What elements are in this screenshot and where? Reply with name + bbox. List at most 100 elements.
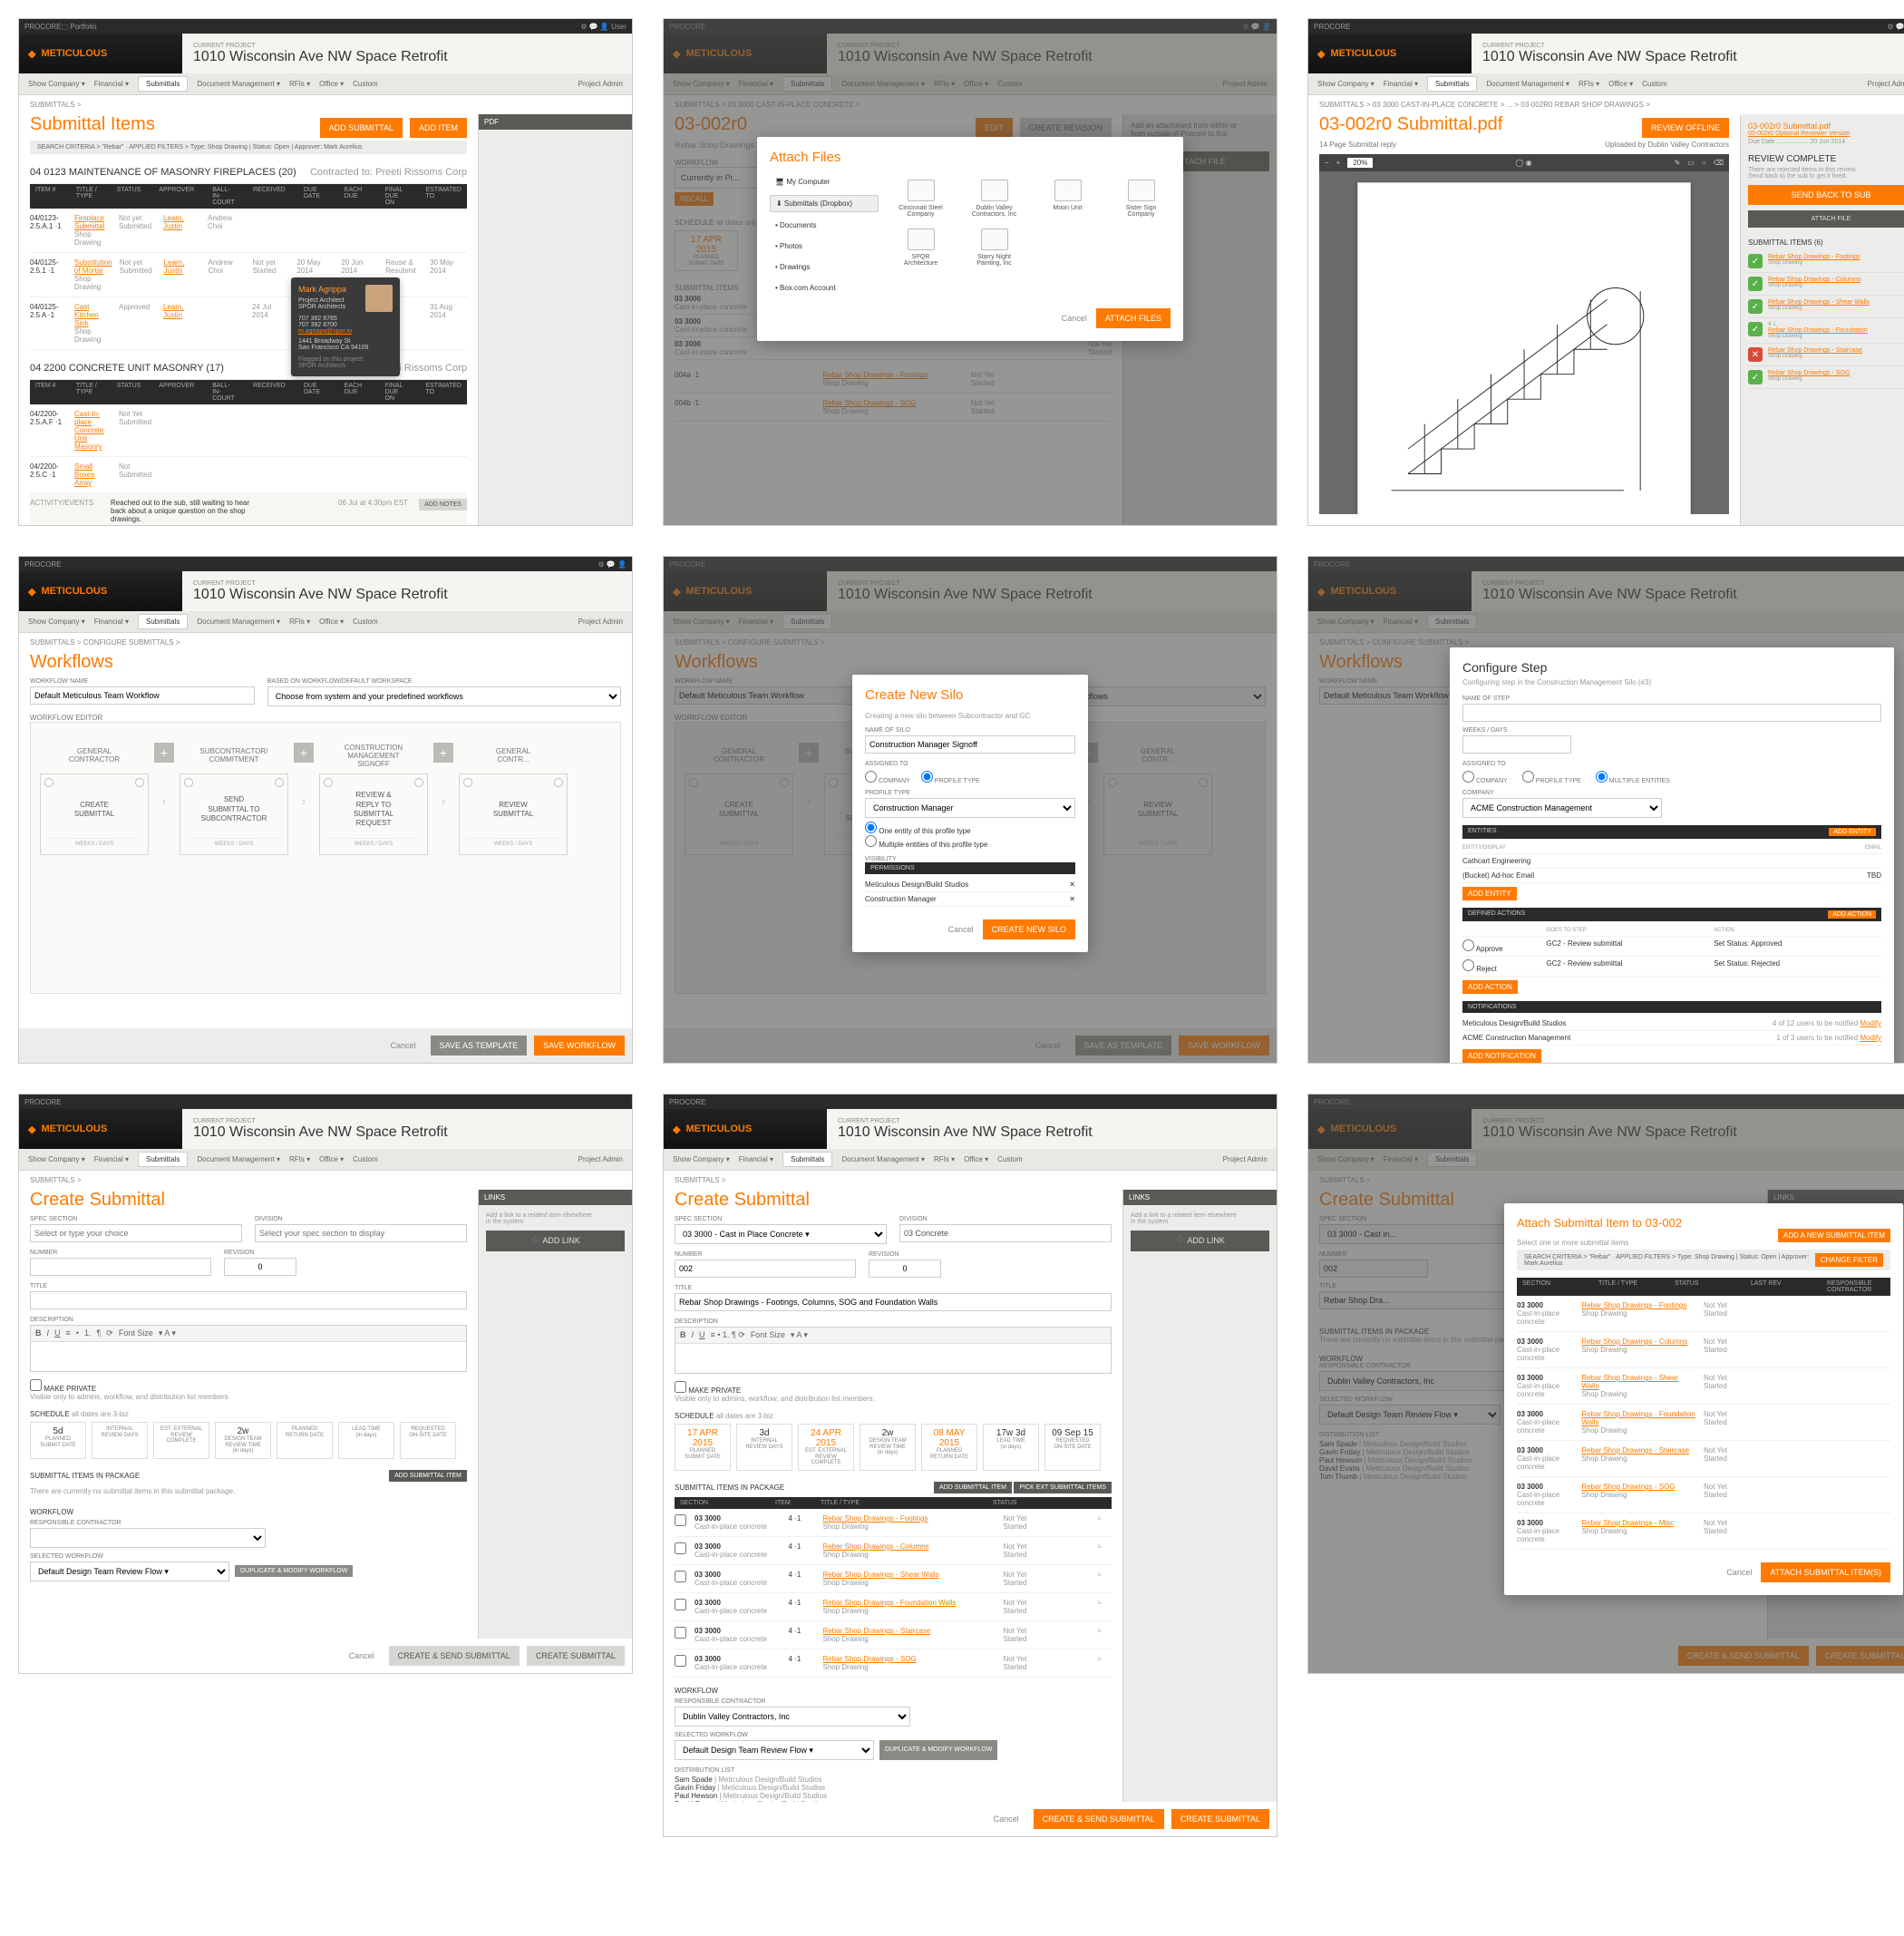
cancel-link[interactable]: Cancel [1726, 1568, 1752, 1577]
attach-files-button[interactable]: ATTACH FILES [1096, 308, 1171, 328]
create-submittal-button[interactable]: CREATE SUBMITTAL [527, 1646, 625, 1666]
submittal-link[interactable]: Fireplace Submittal [74, 214, 104, 230]
pick-item-row[interactable]: 03 3000Cast-in-place concreteRebar Shop … [1517, 1332, 1890, 1368]
review-item[interactable]: ✓Rebar Shop Drawings - SOGShop Drawing [1748, 366, 1904, 389]
source-option[interactable]: 🖥 My Computer [770, 174, 879, 190]
pick-item-row[interactable]: 03 3000Cast-in-place concreteRebar Shop … [1517, 1296, 1890, 1332]
save-workflow-button[interactable]: SAVE WORKFLOW [534, 1036, 625, 1056]
silo-name-input[interactable] [865, 735, 1075, 754]
number-input[interactable] [675, 1260, 856, 1278]
schedule-box[interactable]: 2wDESIGN TEAM REVIEW TIME (in days) [215, 1422, 271, 1459]
add-link-button[interactable]: ➕ ADD LINK [486, 1231, 625, 1251]
spec-section-input[interactable] [30, 1224, 242, 1242]
attach-items-button[interactable]: ATTACH SUBMITTAL ITEM(S) [1761, 1562, 1890, 1582]
filter-bar[interactable]: SEARCH CRITERIA > "Rebar" · APPLIED FILT… [30, 141, 467, 154]
nav-company[interactable]: Show Company ▾ [28, 80, 85, 88]
drag-handle-icon[interactable]: ≡ [1097, 1627, 1112, 1635]
company-folder[interactable]: SPQR Architecture [891, 229, 950, 267]
add-entity-button-2[interactable]: ADD ENTITY [1462, 887, 1517, 900]
package-item[interactable]: 03 3000Cast-in-place concrete4 ·1Rebar S… [675, 1649, 1112, 1678]
schedule-box[interactable]: 09 Sep 15REQUESTED ON-SITE DATE [1044, 1424, 1101, 1471]
company-select[interactable]: ACME Construction Management [1462, 798, 1662, 818]
duplicate-workflow-button[interactable]: DUPLICATE & MODIFY WORKFLOW [235, 1565, 353, 1577]
add-submittal-item-button[interactable]: ADD SUBMITTAL ITEM [389, 1470, 467, 1482]
responsible-contractor-select[interactable]: Dublin Valley Contractors, Inc [675, 1707, 910, 1727]
remove-icon[interactable]: ✕ [1069, 895, 1075, 903]
schedule-box[interactable]: EST. EXTERNAL REVIEW COMPLETE [153, 1422, 209, 1459]
create-submittal-button[interactable]: CREATE SUBMITTAL [1171, 1809, 1269, 1829]
nav-doc-mgmt[interactable]: Document Management ▾ [197, 80, 280, 88]
table-row[interactable]: 04/2200-2.5.A.F ·1Cast-In-place Concrete… [30, 404, 467, 457]
table-row[interactable]: 04/0123-2.5.A.1 ·1Fireplace SubmittalSho… [30, 209, 467, 253]
create-send-button[interactable]: CREATE & SEND SUBMITTAL [1034, 1809, 1164, 1829]
tool-icon[interactable]: ✎ [1675, 159, 1681, 167]
pick-item-row[interactable]: 03 3000Cast-in-place concreteRebar Shop … [1517, 1477, 1890, 1513]
based-on-select[interactable]: Choose from system and your predefined w… [267, 686, 621, 706]
add-entity-button[interactable]: ADD ENTITY [1829, 828, 1876, 836]
schedule-box[interactable]: 17w 3dLEAD TIME (in days) [983, 1424, 1039, 1471]
add-silo-button[interactable]: + [294, 743, 314, 763]
schedule-box[interactable]: INTERNAL REVIEW DAYS [92, 1422, 148, 1459]
table-row[interactable]: 04/0125-2.5.1 ·1Substitution of MortarSh… [30, 253, 467, 297]
workflow-step[interactable]: SEND SUBMITTAL TO SUBCONTRACTORWEEKS / D… [180, 773, 288, 855]
review-item[interactable]: ✓Rebar Shop Drawings - ColumnsShop Drawi… [1748, 273, 1904, 296]
tool-icon[interactable]: ⌫ [1714, 159, 1724, 167]
portfolio-tab[interactable]: ⬚ Portfolio [61, 23, 96, 31]
review-offline-button[interactable]: REVIEW OFFLINE [1642, 118, 1729, 138]
nav-submittals[interactable]: Submittals [138, 76, 188, 92]
table-row[interactable]: 04/0125-2.5 A ·1Cast Kitchen SinkShop Dr… [30, 297, 467, 350]
pick-item-row[interactable]: 03 3000Cast-in-place concreteRebar Shop … [1517, 1441, 1890, 1477]
schedule-box[interactable]: LEAD TIME (in days) [338, 1422, 394, 1459]
days-input[interactable] [1462, 735, 1571, 754]
drag-handle-icon[interactable]: ≡ [1097, 1542, 1112, 1551]
hover-email[interactable]: m.agrippa@spor.io [298, 328, 393, 335]
zoom-out-icon[interactable]: − [1325, 159, 1329, 167]
send-back-button[interactable]: SEND BACK TO SUB [1748, 185, 1904, 205]
tool-icon[interactable]: ○ [1702, 159, 1706, 167]
package-item[interactable]: 03 3000Cast-in-place concrete4 ·1Rebar S… [675, 1509, 1112, 1537]
number-input[interactable] [30, 1258, 211, 1276]
pick-item-row[interactable]: 03 3000Cast-in-place concreteRebar Shop … [1517, 1513, 1890, 1550]
drag-handle-icon[interactable]: ≡ [1097, 1571, 1112, 1579]
source-option[interactable]: ⬇ Submittals (Dropbox) [770, 195, 879, 212]
source-option[interactable]: • Drawings [770, 259, 879, 275]
company-folder[interactable]: Cincinnati Steel Company [891, 180, 950, 218]
change-filter-button[interactable]: CHANGE FILTER [1815, 1253, 1883, 1267]
nav-office[interactable]: Office ▾ [319, 80, 344, 88]
source-option[interactable]: • Box.com Account [770, 280, 879, 296]
workflow-name-input[interactable] [30, 686, 255, 705]
source-option[interactable]: • Documents [770, 218, 879, 233]
nav-rfis[interactable]: RFIs ▾ [289, 80, 310, 88]
review-item[interactable]: ✓Rebar Shop Drawings - Shear WallsShop D… [1748, 296, 1904, 318]
nav-custom[interactable]: Custom [353, 80, 378, 88]
workflow-step[interactable]: REVIEW & REPLY TO SUBMITTAL REQUESTWEEKS… [319, 773, 428, 855]
package-item[interactable]: 03 3000Cast-in-place concrete4 ·1Rebar S… [675, 1593, 1112, 1621]
add-new-item-button[interactable]: ADD A NEW SUBMITTAL ITEM [1778, 1229, 1890, 1242]
add-action-button[interactable]: ADD ACTION [1828, 910, 1876, 919]
cancel-link[interactable]: Cancel [391, 1041, 416, 1050]
review-item[interactable]: ✓4·1Rebar Shop Drawings - FoundationShop… [1748, 318, 1904, 344]
modify-link[interactable]: Modify [1860, 1034, 1881, 1042]
workflow-step[interactable]: REVIEW SUBMITTALWEEKS / DAYS [459, 773, 568, 855]
attach-file-button[interactable]: ATTACH FILE [1748, 210, 1904, 228]
company-folder[interactable]: Sister Sign Company [1112, 180, 1171, 218]
nav-project-admin[interactable]: Project Admin [578, 80, 623, 88]
sidebar-rev-link[interactable]: 03-002r0 Optional Reviewer Version [1748, 131, 1904, 137]
review-item[interactable]: ✓Rebar Shop Drawings - FootingsShop Draw… [1748, 250, 1904, 273]
title-input[interactable] [30, 1291, 467, 1309]
spec-section-select[interactable]: 03 3000 - Cast in Place Concrete ▾ [675, 1224, 887, 1244]
drag-handle-icon[interactable]: ≡ [1097, 1514, 1112, 1523]
responsible-contractor-select[interactable] [30, 1528, 266, 1548]
schedule-box[interactable]: 24 APR 2015EST. EXTERNAL REVIEW COMPLETE [798, 1424, 854, 1471]
create-send-button[interactable]: CREATE & SEND SUBMITTAL [389, 1646, 520, 1666]
company-folder[interactable]: Starry Night Painting, Inc [965, 229, 1024, 267]
sidebar-file[interactable]: 03-002r0 Submittal.pdf [1748, 122, 1904, 131]
profile-type-select[interactable]: Construction Manager [865, 798, 1075, 818]
add-notification-button[interactable]: ADD NOTIFICATION [1462, 1049, 1541, 1063]
description-editor[interactable]: B I U ≡ • 1. ¶ ⟳ Font Size ▾ A ▾ [30, 1325, 467, 1372]
drag-handle-icon[interactable]: ≡ [1097, 1599, 1112, 1607]
pick-item-row[interactable]: 03 3000Cast-in-place concreteRebar Shop … [1517, 1368, 1890, 1405]
submittal-link[interactable]: Small Boxes Array [74, 462, 94, 487]
schedule-box[interactable]: 08 MAY 2015PLANNED RETURN DATE [921, 1424, 977, 1471]
add-submittal-button[interactable]: ADD SUBMITTAL [320, 118, 403, 138]
